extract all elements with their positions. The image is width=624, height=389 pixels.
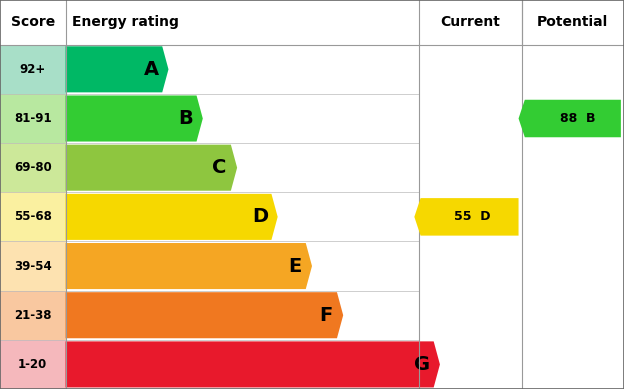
Bar — [0, 143, 66, 192]
Text: 39-54: 39-54 — [14, 259, 52, 273]
Polygon shape — [66, 243, 312, 289]
Text: E: E — [288, 257, 301, 275]
Text: 1-20: 1-20 — [18, 358, 47, 371]
Bar — [0, 291, 66, 340]
Text: A: A — [144, 60, 158, 79]
Text: 55  D: 55 D — [454, 210, 491, 223]
Bar — [0, 45, 66, 94]
Text: C: C — [212, 158, 227, 177]
Text: 92+: 92+ — [19, 63, 46, 76]
Bar — [0, 340, 66, 389]
Text: F: F — [319, 306, 333, 325]
Text: 55-68: 55-68 — [14, 210, 52, 223]
Bar — [0, 192, 66, 242]
Polygon shape — [66, 194, 278, 240]
Text: 81-91: 81-91 — [14, 112, 52, 125]
Text: G: G — [414, 355, 431, 374]
Text: Energy rating: Energy rating — [72, 16, 178, 29]
Polygon shape — [66, 95, 203, 142]
Text: B: B — [178, 109, 193, 128]
Polygon shape — [414, 198, 519, 236]
Text: Potential: Potential — [537, 16, 608, 29]
Text: 21-38: 21-38 — [14, 309, 52, 322]
Polygon shape — [66, 145, 237, 191]
Text: Current: Current — [441, 16, 500, 29]
Polygon shape — [66, 292, 343, 338]
Polygon shape — [66, 342, 440, 387]
Polygon shape — [66, 46, 168, 92]
Bar — [0, 242, 66, 291]
Text: 88  B: 88 B — [560, 112, 595, 125]
Polygon shape — [519, 100, 621, 137]
Text: Score: Score — [11, 16, 55, 29]
Bar — [0, 94, 66, 143]
Text: D: D — [252, 207, 268, 226]
Text: 69-80: 69-80 — [14, 161, 52, 174]
